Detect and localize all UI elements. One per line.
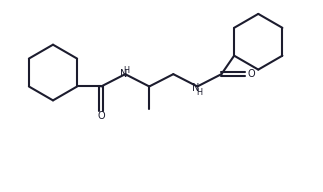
Text: N: N (120, 69, 128, 79)
Text: H: H (124, 65, 130, 74)
Text: H: H (196, 89, 202, 97)
Text: N: N (192, 83, 200, 93)
Text: O: O (247, 69, 255, 79)
Text: O: O (97, 111, 105, 121)
